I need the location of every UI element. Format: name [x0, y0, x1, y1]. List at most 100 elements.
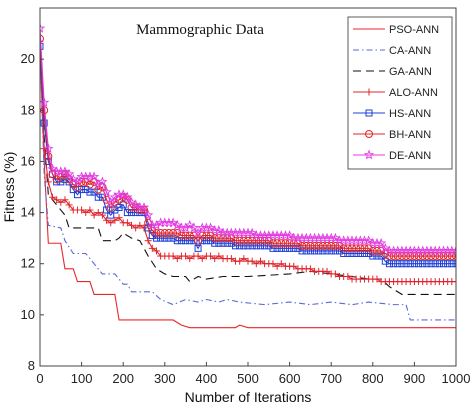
data-point [186, 237, 194, 245]
data-point [192, 227, 204, 238]
data-point [431, 260, 439, 268]
data-point [164, 229, 173, 238]
data-point [78, 206, 86, 214]
data-point [360, 249, 368, 257]
data-point [268, 239, 277, 248]
y-tick-label: 10 [21, 307, 35, 322]
data-point [59, 166, 71, 177]
data-point [244, 236, 252, 245]
data-point [394, 260, 402, 268]
x-tick-label: 1000 [442, 371, 471, 386]
data-point [173, 229, 182, 238]
data-point [156, 229, 165, 238]
data-point [132, 224, 140, 232]
legend-label: PSO-ANN [389, 24, 439, 36]
data-point [103, 206, 111, 214]
data-point [227, 255, 235, 263]
data-point [248, 242, 256, 250]
data-point [380, 242, 391, 253]
data-point [128, 209, 136, 217]
data-point [298, 241, 307, 250]
data-point [152, 229, 161, 238]
data-point [72, 176, 83, 187]
data-point [373, 275, 381, 283]
y-tick-label: 20 [21, 51, 35, 66]
data-point [85, 180, 94, 189]
data-point [248, 236, 257, 245]
data-point [273, 239, 282, 248]
data-point [269, 260, 277, 268]
data-point [450, 245, 456, 256]
data-point [419, 260, 427, 268]
data-point [372, 246, 381, 255]
x-tick-label: 0 [36, 371, 43, 386]
data-point [103, 216, 111, 224]
legend-label: DE-ANN [389, 150, 431, 162]
legend-item: HS-ANN [353, 108, 431, 120]
data-point [277, 244, 285, 252]
x-tick-label: 500 [237, 371, 259, 386]
data-point [44, 152, 53, 161]
data-point [302, 241, 311, 250]
x-axis-label: Number of Iterations [185, 389, 312, 405]
data-point [207, 252, 215, 260]
data-point [119, 201, 127, 209]
data-point [306, 241, 315, 250]
data-point [385, 260, 393, 268]
data-point [118, 189, 129, 200]
data-point [240, 255, 248, 263]
data-point [215, 252, 223, 260]
data-point [323, 247, 331, 255]
data-point [352, 244, 361, 253]
x-tick-label: 400 [196, 371, 218, 386]
x-tick-label: 200 [112, 371, 134, 386]
data-point [273, 244, 281, 252]
data-point [167, 217, 179, 228]
data-point [215, 239, 223, 247]
data-point [152, 234, 160, 242]
data-point [406, 260, 414, 268]
data-point [248, 257, 256, 265]
data-point [365, 109, 373, 117]
data-point [327, 241, 336, 250]
data-point [318, 241, 327, 250]
data-point [365, 88, 373, 96]
data-point [315, 247, 323, 255]
data-point [219, 239, 227, 247]
data-point [44, 178, 52, 186]
x-tick-label: 300 [154, 371, 176, 386]
data-point [194, 236, 203, 245]
data-point [214, 234, 223, 243]
data-point [452, 252, 456, 261]
data-point [427, 260, 435, 268]
data-point [53, 196, 61, 204]
data-point [375, 237, 387, 248]
data-point [452, 278, 456, 286]
legend-label: CA-ANN [389, 45, 431, 57]
data-point [82, 209, 90, 217]
data-point [402, 260, 410, 268]
data-point [236, 257, 244, 265]
data-point [211, 239, 219, 247]
x-tick-label: 100 [71, 371, 93, 386]
data-point [94, 193, 102, 201]
data-point [365, 130, 373, 138]
data-point [206, 231, 215, 240]
data-point [97, 176, 108, 187]
data-point [165, 234, 173, 242]
data-point [181, 231, 190, 240]
data-point [40, 23, 46, 33]
data-point [310, 241, 319, 250]
data-point [173, 237, 181, 245]
series-layer [40, 23, 456, 329]
data-point [73, 191, 81, 199]
series-alo-ann [40, 37, 456, 286]
data-point [246, 227, 258, 238]
data-point [286, 244, 294, 252]
data-point [128, 221, 136, 229]
data-point [448, 260, 456, 268]
data-point [140, 224, 148, 232]
data-point [109, 191, 121, 202]
data-point [423, 260, 431, 268]
data-point [363, 235, 374, 246]
